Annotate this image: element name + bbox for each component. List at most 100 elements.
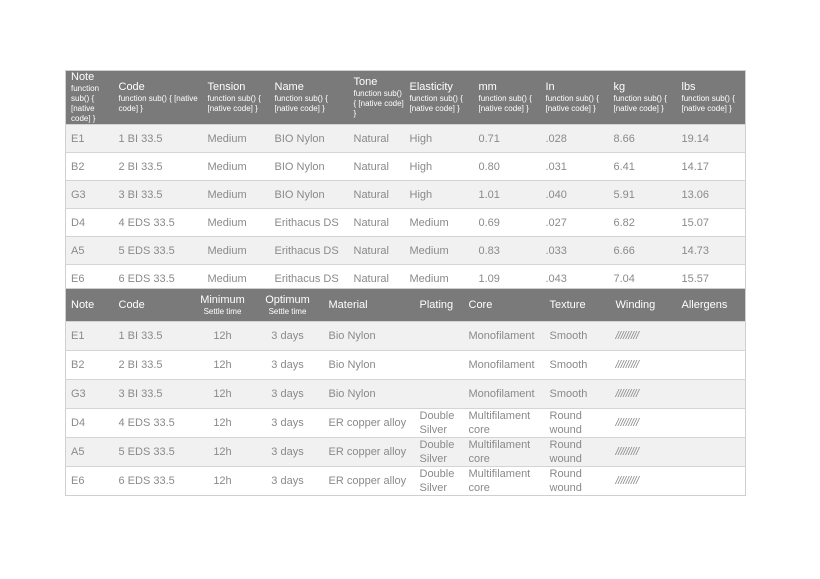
cell-optimum: 3 days [251,466,324,496]
cell-minimum: 12h [193,437,252,467]
cell-tension: Medium [202,208,270,237]
table-row: B2 2 BI 33.5 Medium BIO Nylon Natural High 0.8… [65,152,746,181]
cell-code: 6 EDS 33.5 [113,264,203,293]
column-header-label: Note [71,298,95,311]
column-header-sublabel: function sub() { [native code] } [274,94,328,113]
column-header-winding: Winding [610,288,677,322]
cell-code: 6 EDS 33.5 [113,466,194,496]
column-header-label: mm [478,81,497,93]
table-row: G3 3 BI 33.5 12h 3 days Bio Nylon Monofilamen… [65,379,746,409]
cell-plating [414,350,464,380]
table-header-row: Note Code Minimum Settle time Optimum Settle … [65,288,746,322]
cell-material: Bio Nylon [323,321,415,351]
column-header-label: Winding [615,298,656,311]
cell-optimum: 3 days [251,321,324,351]
cell-winding: ///////// [610,379,677,409]
cell-lbs: 15.57 [676,264,746,293]
column-header-sublabel: function sub() { [native code] } [353,89,404,118]
cell-mm: 0.80 [473,152,541,181]
column-header-in: In function sub() { [native code] } [540,70,609,125]
cell-core: Monofilament [463,350,545,380]
column-header-kg: kg function sub() { [native code] } [608,70,677,125]
cell-minimum: 12h [193,350,252,380]
cell-material: Bio Nylon [323,350,415,380]
table-row: G3 3 BI 33.5 Medium BIO Nylon Natural High 1.0… [65,180,746,209]
cell-optimum: 3 days [251,408,324,438]
cell-code: 4 EDS 33.5 [113,408,194,438]
cell-name: BIO Nylon [269,152,349,181]
cell-kg: 6.66 [608,236,677,265]
column-header-sublabel: function sub() { [native code] } [71,84,100,123]
table-row: E6 6 EDS 33.5 Medium Erithacus DS Natural Med… [65,264,746,293]
column-header-sublabel: function sub() { [native code] } [545,94,599,113]
cell-elasticity: High [404,180,474,209]
column-header-label: kg [613,81,626,93]
cell-name: BIO Nylon [269,124,349,153]
cell-in: .027 [540,208,609,237]
cell-core: Monofilament [463,321,545,351]
column-header-sublabel: function sub() { [native code] } [409,94,463,113]
cell-material: ER copper alloy [323,437,415,467]
cell-winding: ///////// [610,321,677,351]
cell-material: ER copper alloy [323,408,415,438]
cell-mm: 0.69 [473,208,541,237]
column-header-elasticity: Elasticity function sub() { [native code]… [404,70,474,125]
cell-minimum: 12h [193,466,252,496]
table-row: E1 1 BI 33.5 Medium BIO Nylon Natural High 0.7… [65,124,746,153]
column-header-material: Material [323,288,415,322]
column-header-note: Note function sub() { [native code] } [65,70,114,125]
cell-in: .043 [540,264,609,293]
cell-allergens [676,437,746,467]
cell-code: 1 BI 33.5 [113,321,194,351]
column-header-label: Code [118,298,145,311]
cell-core: Multifilament core [463,408,545,438]
cell-code: 3 BI 33.5 [113,379,194,409]
column-header-lbs: lbs function sub() { [native code] } [676,70,746,125]
cell-note: G3 [65,180,114,209]
cell-note: E1 [65,124,114,153]
cell-texture: Smooth [544,321,611,351]
table-row: A5 5 EDS 33.5 12h 3 days ER copper alloy Doub… [65,437,746,467]
cell-minimum: 12h [193,379,252,409]
cell-code: 5 EDS 33.5 [113,437,194,467]
column-header-mm: mm function sub() { [native code] } [473,70,541,125]
cell-winding: ///////// [610,466,677,496]
cell-lbs: 19.14 [676,124,746,153]
column-header-optimum: Optimum Settle time [251,288,324,322]
cell-kg: 5.91 [608,180,677,209]
cell-name: Erithacus DS [269,264,349,293]
cell-note: E1 [65,321,114,351]
column-header-label: Core [468,298,493,311]
cell-code: 2 BI 33.5 [113,152,203,181]
column-header-sublabel: Settle time [268,306,307,316]
table-row: D4 4 EDS 33.5 12h 3 days ER copper alloy Doub… [65,408,746,438]
cell-in: .040 [540,180,609,209]
column-header-label: Tension [207,81,246,93]
cell-note: A5 [65,236,114,265]
cell-core: Multifilament core [463,466,545,496]
column-header-name: Name function sub() { [native code] } [269,70,349,125]
cell-note: D4 [65,208,114,237]
cell-kg: 6.41 [608,152,677,181]
cell-tension: Medium [202,124,270,153]
cell-material: Bio Nylon [323,379,415,409]
cell-note: E6 [65,466,114,496]
table-row: E1 1 BI 33.5 12h 3 days Bio Nylon Monofilamen… [65,321,746,351]
cell-in: .031 [540,152,609,181]
cell-code: 5 EDS 33.5 [113,236,203,265]
column-header-label: Elasticity [409,81,453,93]
cell-note: A5 [65,437,114,467]
column-header-code: Code [113,288,194,322]
cell-elasticity: High [404,152,474,181]
cell-code: 3 BI 33.5 [113,180,203,209]
column-header-sublabel: function sub() { [native code] } [118,94,198,113]
table-row: E6 6 EDS 33.5 12h 3 days ER copper alloy Doub… [65,466,746,496]
column-header-label: Plating [419,298,454,311]
cell-in: .028 [540,124,609,153]
cell-tone: Natural [348,264,405,293]
column-header-label: Texture [549,298,586,311]
column-header-sublabel: function sub() { [native code] } [681,94,735,113]
cell-allergens [676,466,746,496]
column-header-tension: Tension function sub() { [native code] } [202,70,270,125]
cell-material: ER copper alloy [323,466,415,496]
